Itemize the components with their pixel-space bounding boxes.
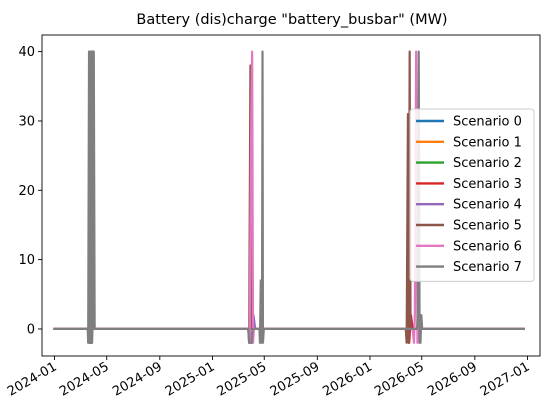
x-tick-label-8: 2026-09 xyxy=(425,359,480,399)
legend-label-0: Scenario 0 xyxy=(453,115,522,130)
y-tick-label-4: 40 xyxy=(18,45,35,60)
x-tick-label-4: 2025-05 xyxy=(215,359,270,399)
x-tick-label-6: 2026-01 xyxy=(320,359,375,399)
x-tick-label-2: 2024-09 xyxy=(110,359,165,399)
legend-label-1: Scenario 1 xyxy=(453,135,522,150)
y-tick-label-0: 0 xyxy=(27,322,35,337)
x-tick-label-0: 2024-01 xyxy=(5,359,60,399)
y-tick-label-1: 10 xyxy=(18,253,35,268)
legend-label-2: Scenario 2 xyxy=(453,156,522,171)
x-tick-label-5: 2025-09 xyxy=(268,359,323,399)
x-axis: 2024-012024-052024-092025-012025-052025-… xyxy=(5,356,533,400)
legend: Scenario 0 Scenario 1 Scenario 2 Scenario 3… xyxy=(409,108,535,282)
series-layer xyxy=(53,50,525,344)
legend-box xyxy=(409,108,535,282)
legend-label-5: Scenario 5 xyxy=(453,219,522,234)
series-line-7 xyxy=(53,50,525,344)
legend-label-6: Scenario 6 xyxy=(453,239,522,254)
x-tick-label-7: 2026-05 xyxy=(372,359,427,399)
legend-label-4: Scenario 4 xyxy=(453,198,522,213)
chart-title: Battery (dis)charge "battery_busbar" (MW… xyxy=(136,12,447,28)
legend-label-3: Scenario 3 xyxy=(453,177,522,192)
plot-frame xyxy=(41,34,541,357)
legend-label-7: Scenario 7 xyxy=(453,260,522,275)
x-tick-label-9: 2027-01 xyxy=(478,359,533,399)
y-tick-label-3: 30 xyxy=(18,114,35,129)
x-tick-label-3: 2025-01 xyxy=(163,359,218,399)
y-tick-label-2: 20 xyxy=(18,184,35,199)
x-tick-label-1: 2024-05 xyxy=(57,359,112,399)
y-axis: 0 10 20 30 40 xyxy=(18,45,42,337)
